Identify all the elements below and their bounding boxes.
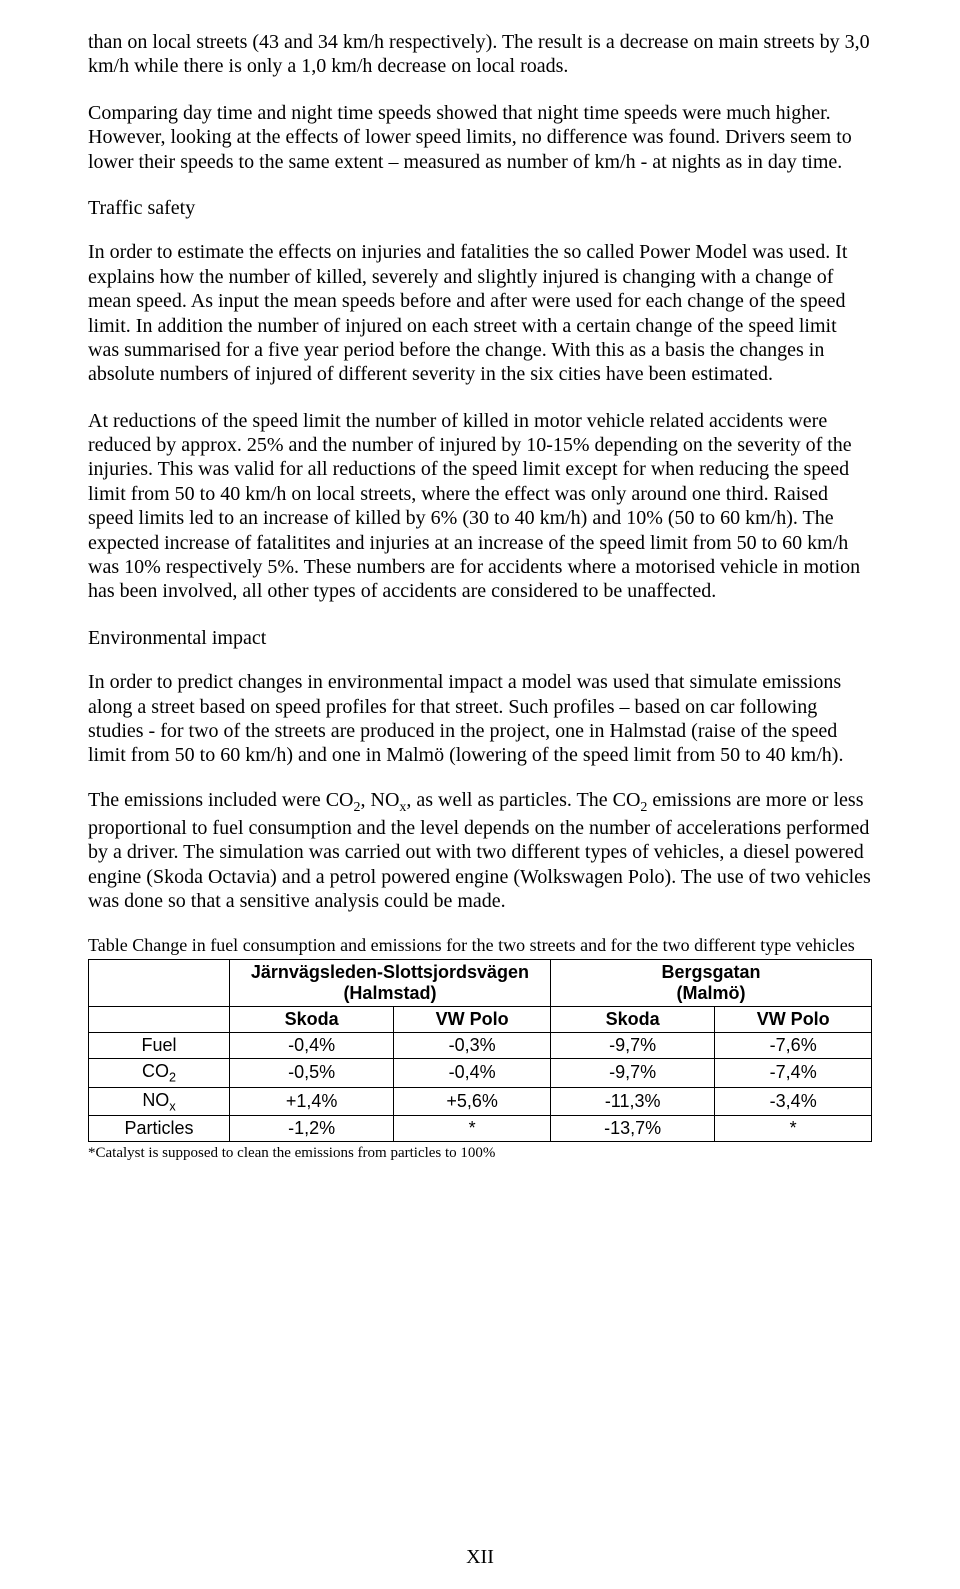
group-header-malmo-name: Bergsgatan xyxy=(661,962,760,982)
paragraph-1: than on local streets (43 and 34 km/h re… xyxy=(88,30,872,79)
group-header-halmstad-name: Järnvägsleden-Slottsjordsvägen xyxy=(251,962,529,982)
cell: -13,7% xyxy=(550,1116,714,1142)
paragraph-5a: In order to predict changes in environme… xyxy=(88,670,872,768)
paragraph-5b: The emissions included were CO2, NOx, as… xyxy=(88,788,872,914)
cell: +5,6% xyxy=(394,1087,551,1116)
col-vwpolo-halmstad: VW Polo xyxy=(394,1007,551,1033)
cell: -0,3% xyxy=(394,1033,551,1059)
table-corner-cell xyxy=(89,960,230,1007)
cell: * xyxy=(394,1116,551,1142)
table-footnote: *Catalyst is supposed to clean the emiss… xyxy=(88,1144,872,1162)
cell: -7,4% xyxy=(715,1059,872,1088)
col-vwpolo-malmo: VW Polo xyxy=(715,1007,872,1033)
group-header-malmo-city: (Malmö) xyxy=(676,983,745,1003)
p5b-mid2: , as well as particles. The CO xyxy=(406,789,640,811)
row-label-particles: Particles xyxy=(89,1116,230,1142)
cell: -0,4% xyxy=(394,1059,551,1088)
cell: -11,3% xyxy=(550,1087,714,1116)
cell: -7,6% xyxy=(715,1033,872,1059)
table-row: Particles -1,2% * -13,7% * xyxy=(89,1116,872,1142)
page-number: XII xyxy=(0,1546,960,1569)
row-label-fuel: Fuel xyxy=(89,1033,230,1059)
table-row: Fuel -0,4% -0,3% -9,7% -7,6% xyxy=(89,1033,872,1059)
row-label-co2: CO2 xyxy=(89,1059,230,1088)
group-header-malmo: Bergsgatan (Malmö) xyxy=(550,960,871,1007)
cell: -1,2% xyxy=(229,1116,393,1142)
section-environmental-impact: Environmental impact In order to predict… xyxy=(88,626,872,914)
cell: * xyxy=(715,1116,872,1142)
p5b-mid1: , NO xyxy=(361,789,400,811)
cell: -9,7% xyxy=(550,1059,714,1088)
cell: +1,4% xyxy=(229,1087,393,1116)
cell: -9,7% xyxy=(550,1033,714,1059)
page-container: than on local streets (43 and 34 km/h re… xyxy=(0,0,960,1589)
table-header-row-1: Järnvägsleden-Slottsjordsvägen (Halmstad… xyxy=(89,960,872,1007)
paragraph-3: In order to estimate the effects on inju… xyxy=(88,240,872,386)
paragraph-4: At reductions of the speed limit the num… xyxy=(88,409,872,604)
col-skoda-halmstad: Skoda xyxy=(229,1007,393,1033)
group-header-halmstad-city: (Halmstad) xyxy=(343,983,436,1003)
table-h2-blank xyxy=(89,1007,230,1033)
cell: -0,5% xyxy=(229,1059,393,1088)
emissions-table: Järnvägsleden-Slottsjordsvägen (Halmstad… xyxy=(88,959,872,1142)
cell: -0,4% xyxy=(229,1033,393,1059)
table-caption: Table Change in fuel consumption and emi… xyxy=(88,935,872,957)
group-header-halmstad: Järnvägsleden-Slottsjordsvägen (Halmstad… xyxy=(229,960,550,1007)
cell: -3,4% xyxy=(715,1087,872,1116)
row-label-nox: NOx xyxy=(89,1087,230,1116)
heading-traffic-safety: Traffic safety xyxy=(88,196,872,220)
table-row: CO2 -0,5% -0,4% -9,7% -7,4% xyxy=(89,1059,872,1088)
col-skoda-malmo: Skoda xyxy=(550,1007,714,1033)
table-row: NOx +1,4% +5,6% -11,3% -3,4% xyxy=(89,1087,872,1116)
p5b-pre: The emissions included were CO xyxy=(88,789,354,811)
table-header-row-2: Skoda VW Polo Skoda VW Polo xyxy=(89,1007,872,1033)
co2-subscript: 2 xyxy=(354,800,361,815)
heading-environmental-impact: Environmental impact xyxy=(88,626,872,650)
paragraph-2: Comparing day time and night time speeds… xyxy=(88,101,872,174)
section-traffic-safety: Traffic safety In order to estimate the … xyxy=(88,196,872,387)
